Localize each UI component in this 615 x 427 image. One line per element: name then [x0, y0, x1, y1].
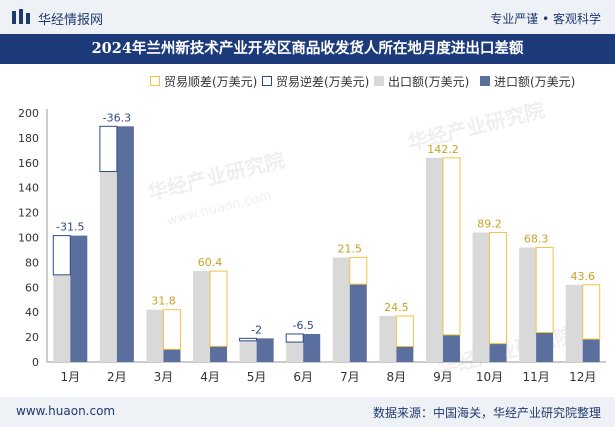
y-tick-label: 0 [32, 356, 39, 369]
x-tick-label: 4月 [200, 370, 220, 384]
balance-label: -31.5 [56, 221, 84, 234]
surplus-box [162, 309, 181, 350]
import-bar [442, 334, 460, 362]
footer-bar [0, 397, 615, 427]
import-bar [396, 346, 414, 362]
balance-label: 142.2 [427, 143, 459, 156]
bars-layer [52, 125, 601, 362]
y-tick-label: 160 [18, 157, 39, 170]
y-tick-label: 40 [25, 306, 39, 319]
deficit-box [99, 125, 118, 173]
surplus-box [395, 315, 414, 347]
import-bar [349, 284, 367, 362]
import-bar [536, 332, 554, 362]
balance-label: -2 [251, 323, 262, 336]
import-bar [489, 343, 507, 362]
export-bar [239, 340, 257, 362]
export-bar [425, 157, 443, 362]
x-tick-label: 1月 [60, 370, 80, 384]
title-bar [0, 34, 615, 64]
export-bar [53, 274, 71, 362]
export-bar [565, 284, 583, 362]
labels-layer: 0 20 40 60 80 100 120 140 160 180 200 -31.5 1月 -36.3 2… [18, 107, 596, 384]
slogan: 专业严谨 • 客观科学 [490, 12, 601, 26]
surplus-box [442, 157, 461, 336]
balance-label: 24.5 [384, 301, 409, 314]
export-bar [193, 271, 211, 362]
legend-swatch-deficit [262, 76, 272, 86]
x-tick-label: 6月 [293, 370, 313, 384]
export-bar [146, 309, 164, 362]
legend-swatch-import [480, 76, 490, 86]
footer-source: 数据来源：中国海关，华经产业研究院整理 [372, 406, 601, 420]
y-tick-label: 200 [18, 107, 39, 120]
x-tick-label: 12月 [569, 370, 596, 384]
legend-label-deficit: 贸易逆差(万美元) [276, 75, 370, 89]
export-bar [286, 342, 304, 362]
import-bar [163, 349, 181, 362]
surplus-box [209, 270, 228, 347]
balance-label: 31.8 [151, 295, 176, 308]
deficit-box [285, 333, 304, 343]
y-tick-label: 180 [18, 132, 39, 145]
import-bar [582, 339, 600, 362]
export-bar [472, 232, 490, 362]
x-tick-label: 5月 [247, 370, 267, 384]
legend-label-surplus: 贸易顺差(万美元) [164, 75, 258, 89]
surplus-box [489, 232, 508, 345]
x-tick-label: 9月 [433, 370, 453, 384]
balance-label: -6.5 [292, 319, 313, 332]
export-bar [99, 171, 117, 362]
deficit-box [52, 235, 71, 276]
x-tick-label: 8月 [387, 370, 407, 384]
legend-label-import: 进口额(万美元) [494, 75, 576, 89]
huajing-logo-icon [12, 9, 30, 24]
legend-swatch-export [374, 76, 384, 86]
x-tick-label: 7月 [340, 370, 360, 384]
y-tick-label: 60 [25, 281, 39, 294]
chart-plot: 华经产业研究院 www.huaon.com 华经产业研究院 华经产业研究院 02… [18, 98, 606, 384]
import-bar [256, 338, 274, 362]
surplus-box [349, 256, 368, 285]
x-tick-label: 10月 [476, 370, 503, 384]
chart-title: 2024年兰州新技术产业开发区商品收发货人所在地月度进出口差额 [91, 40, 524, 57]
y-tick-label: 80 [25, 256, 39, 269]
y-tick-label: 20 [25, 331, 39, 344]
brand-name: 华经情报网 [38, 13, 104, 28]
balance-label: 60.4 [198, 256, 223, 269]
deficit-box [239, 337, 258, 342]
export-bar [379, 315, 397, 362]
balance-label: 89.2 [477, 218, 502, 231]
balance-label: 43.6 [570, 270, 595, 283]
balance-label: 21.5 [338, 242, 363, 255]
y-tick-label: 120 [18, 207, 39, 220]
header-bar [0, 0, 615, 34]
x-tick-label: 11月 [522, 370, 549, 384]
x-tick-label: 3月 [154, 370, 174, 384]
legend-swatch-surplus [150, 76, 160, 86]
import-bar [116, 126, 134, 362]
balance-label: -36.3 [103, 111, 131, 124]
import-bar [70, 235, 88, 362]
legend-label-export: 出口额(万美元) [388, 75, 470, 89]
footer-website: www.huaon.com [16, 404, 116, 418]
export-bar [332, 257, 350, 362]
grid-layer [46, 109, 606, 363]
balance-label: 68.3 [524, 232, 549, 245]
import-bar [303, 333, 321, 362]
surplus-box [535, 246, 554, 333]
y-tick-label: 140 [18, 182, 39, 195]
x-tick-label: 2月 [107, 370, 127, 384]
y-tick-label: 100 [18, 232, 39, 245]
chart-legend: 贸易顺差(万美元) 贸易逆差(万美元) 出口额(万美元) 进口额(万美元) [0, 73, 615, 91]
export-bar [519, 247, 537, 362]
surplus-box [582, 284, 601, 340]
import-bar [210, 346, 228, 362]
